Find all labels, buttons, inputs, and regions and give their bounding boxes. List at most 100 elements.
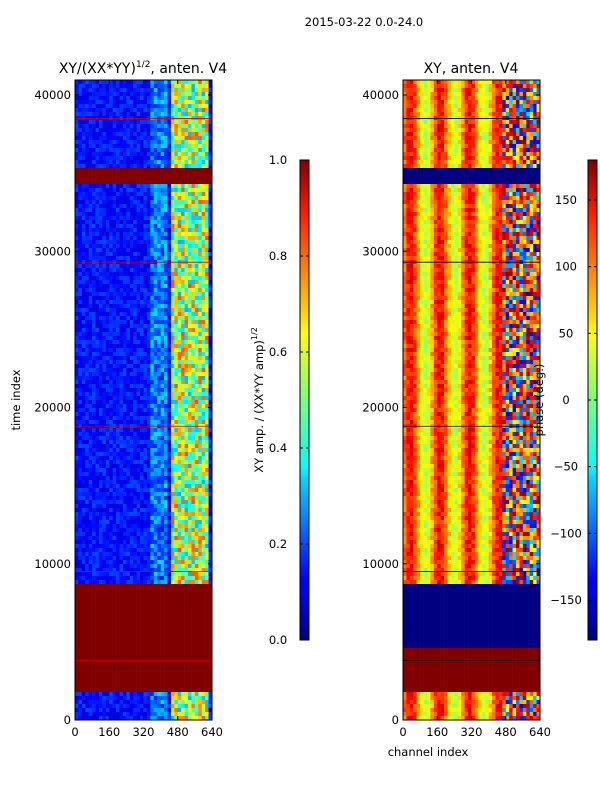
heatmap-cell (136, 532, 141, 537)
heatmap-cell (157, 504, 161, 509)
heatmap-cell (98, 212, 103, 217)
heatmap-cell (170, 280, 175, 285)
heatmap-cell (129, 296, 134, 301)
heatmap-cell (105, 504, 110, 509)
heatmap-cell (122, 148, 127, 153)
heatmap-cell (102, 520, 107, 525)
heatmap-cell (174, 200, 179, 205)
heatmap-cell (112, 496, 117, 501)
heatmap-cell (126, 348, 131, 353)
heatmap-cell (194, 464, 199, 469)
heatmap-cell (136, 224, 141, 229)
heatmap-cell (181, 560, 185, 565)
heatmap-cell (205, 332, 209, 337)
heatmap-cell (105, 328, 110, 333)
heatmap-cell (92, 148, 96, 153)
heatmap-cell (133, 224, 137, 229)
heatmap-cell (143, 412, 148, 417)
heatmap-cell (92, 120, 96, 125)
heatmap-cell (191, 496, 196, 501)
heatmap-cell (177, 280, 182, 285)
heatmap-cell (129, 252, 134, 257)
heatmap-cell (153, 92, 158, 97)
heatmap-cell (181, 388, 185, 393)
heatmap-cell (194, 248, 199, 253)
heatmap-cell (188, 332, 192, 337)
heatmap-cell (122, 436, 127, 441)
heatmap-cell (167, 352, 172, 357)
heatmap-cell (146, 176, 151, 181)
heatmap-cell (88, 376, 93, 381)
heatmap-cell (98, 236, 103, 241)
heatmap-cell (95, 436, 100, 441)
heatmap-cell (95, 420, 100, 425)
heatmap-cell (136, 560, 141, 565)
heatmap-cell (109, 276, 113, 281)
heatmap-cell (188, 328, 192, 333)
heatmap-cell (78, 140, 83, 145)
heatmap-cell (181, 464, 185, 469)
heatmap-cell (112, 244, 117, 249)
heatmap-cell (116, 192, 120, 197)
heatmap-cell (78, 572, 83, 577)
heatmap-cell (75, 220, 79, 225)
heatmap-cell (170, 408, 175, 413)
heatmap-cell (92, 552, 96, 557)
heatmap-cell (205, 208, 209, 213)
heatmap-cell (146, 444, 151, 449)
heatmap-cell (133, 504, 137, 509)
heatmap-cell (129, 568, 134, 573)
heatmap-cell (198, 456, 203, 461)
heatmap-cell (119, 512, 124, 517)
heatmap-cell (85, 132, 89, 137)
heatmap-cell (205, 476, 209, 481)
heatmap-cell (208, 256, 212, 261)
heatmap-cell (191, 92, 196, 97)
heatmap-cell (81, 520, 86, 525)
heatmap-cell (205, 216, 209, 221)
heatmap-cell (188, 500, 192, 505)
heatmap-cell (201, 180, 206, 185)
heatmap-cell (109, 216, 113, 221)
heatmap-cell (126, 172, 131, 177)
heatmap-cell (184, 232, 189, 237)
heatmap-cell (160, 544, 165, 549)
heatmap-cell (88, 556, 93, 561)
heatmap-cell (177, 328, 182, 333)
heatmap-cell (157, 448, 161, 453)
heatmap-cell (198, 108, 203, 113)
heatmap-cell (177, 340, 182, 345)
heatmap-cell (88, 100, 93, 105)
heatmap-cell (116, 176, 120, 181)
heatmap-cell (105, 252, 110, 257)
heatmap-cell (122, 152, 127, 157)
heatmap-cell (194, 436, 199, 441)
heatmap-cell (188, 296, 192, 301)
heatmap-cell (75, 456, 79, 461)
heatmap-cell (164, 276, 168, 281)
heatmap-cell (174, 464, 179, 469)
heatmap-cell (85, 560, 89, 565)
heatmap-cell (102, 232, 107, 237)
heatmap-cell (194, 556, 199, 561)
heatmap-cell (85, 360, 89, 365)
heatmap-cell (109, 400, 113, 405)
heatmap-cell (75, 80, 79, 85)
heatmap-cell (105, 112, 110, 117)
heatmap-cell (146, 428, 151, 433)
heatmap-cell (75, 472, 79, 477)
heatmap-cell (184, 360, 189, 365)
heatmap-cell (88, 392, 93, 397)
heatmap-cell (160, 208, 165, 213)
heatmap-cell (119, 152, 124, 157)
heatmap-cell (191, 256, 196, 261)
heatmap-cell (122, 404, 127, 409)
heatmap-cell (177, 364, 182, 369)
heatmap-cell (170, 304, 175, 309)
heatmap-cell (98, 200, 103, 205)
heatmap-cell (208, 300, 212, 305)
heatmap-cell (85, 488, 89, 493)
heatmap-cell (78, 132, 83, 137)
heatmap-cell (164, 528, 168, 533)
heatmap-cell (85, 296, 89, 301)
